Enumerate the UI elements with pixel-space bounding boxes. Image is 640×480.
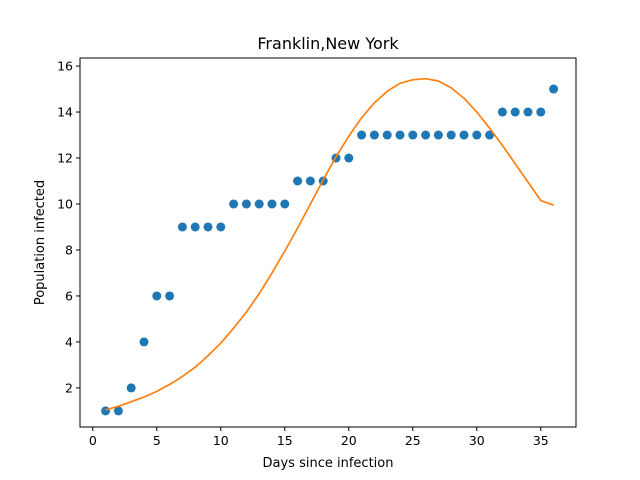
x-tick-label: 10 [213,433,229,448]
data-point [267,199,277,209]
data-point [549,84,559,94]
data-point [305,176,315,186]
data-point [382,130,392,140]
data-point [177,222,187,232]
x-tick-label: 30 [469,433,485,448]
y-axis: 2 4 6 8 10 12 14 16 [57,59,80,395]
data-point [241,199,251,209]
data-point [395,130,405,140]
data-point [369,130,379,140]
data-point [433,130,443,140]
y-tick-label: 2 [65,380,73,395]
data-point [485,130,495,140]
data-point [472,130,482,140]
y-tick-label: 10 [57,196,73,211]
data-point [113,406,123,416]
data-point [139,337,149,347]
data-point [293,176,303,186]
data-point [254,199,264,209]
data-point [344,153,354,163]
data-point [408,130,418,140]
data-point [203,222,213,232]
x-tick-label: 15 [277,433,293,448]
fit-curve-line [105,77,554,411]
y-axis-label: Population infected [33,180,48,305]
x-axis-label: Days since infection [263,456,394,471]
x-tick-label: 25 [405,433,421,448]
y-tick-label: 16 [57,59,73,74]
plot-area [80,58,576,427]
chart-title: Franklin,New York [257,34,399,53]
data-point [101,406,111,416]
data-point [459,130,469,140]
data-point [536,107,546,117]
x-tick-label: 35 [533,433,549,448]
x-tick-label: 0 [89,433,97,448]
data-point [446,130,456,140]
series-layer [101,77,559,416]
data-point [280,199,290,209]
y-tick-label: 6 [65,288,73,303]
x-tick-label: 5 [153,433,161,448]
y-tick-label: 12 [57,151,73,166]
data-point [510,107,520,117]
data-point [190,222,200,232]
data-point [523,107,533,117]
data-point [152,291,162,301]
y-tick-label: 8 [65,242,73,257]
data-point [357,130,367,140]
data-point [229,199,239,209]
y-tick-label: 14 [57,105,73,120]
plot-frame [79,57,577,428]
x-tick-label: 20 [341,433,357,448]
data-point [216,222,226,232]
data-point [421,130,431,140]
data-point [165,291,175,301]
x-axis: 0 5 10 15 20 25 30 35 [89,427,549,448]
y-tick-label: 4 [65,334,73,349]
data-point [497,107,507,117]
data-point [126,383,136,393]
